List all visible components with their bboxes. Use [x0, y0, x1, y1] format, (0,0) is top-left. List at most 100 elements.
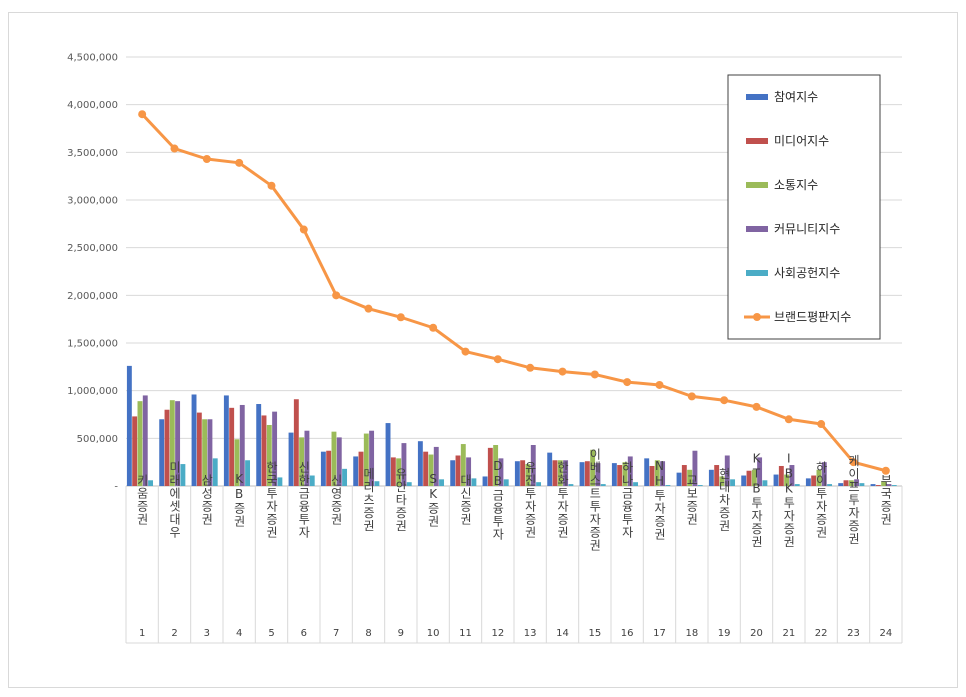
- rank-label: 17: [653, 628, 666, 639]
- category-label: 하나금융투자: [620, 461, 634, 539]
- bar: [692, 450, 698, 486]
- bar: [385, 423, 391, 486]
- bar: [309, 475, 315, 486]
- category-label: 메리츠증권: [362, 467, 376, 532]
- bar: [234, 439, 240, 486]
- legend-swatch-marker: [753, 313, 761, 321]
- y-tick-label: 2,000,000: [67, 291, 118, 302]
- rank-label: 16: [621, 628, 634, 639]
- category-label: 신영증권: [329, 474, 343, 526]
- bar: [304, 430, 310, 486]
- bar: [697, 485, 703, 486]
- bar: [773, 474, 779, 486]
- line-point: [332, 291, 341, 300]
- legend-swatch: [746, 138, 768, 144]
- category-label: NH투자증권: [653, 459, 667, 541]
- category-label: KB증권: [232, 472, 246, 528]
- bar: [794, 484, 800, 486]
- bar: [390, 457, 396, 486]
- bar: [223, 395, 229, 486]
- bar: [654, 460, 660, 486]
- bar: [433, 446, 439, 486]
- category-label: 유진투자증권: [523, 461, 537, 539]
- line-point: [267, 181, 276, 190]
- bar: [757, 457, 763, 486]
- rank-label: 13: [524, 628, 537, 639]
- legend-entry-label: 커뮤니티지수: [774, 222, 840, 236]
- rank-label: 8: [365, 628, 371, 639]
- bar: [891, 485, 897, 486]
- y-tick-label: 1,500,000: [67, 339, 118, 350]
- bar: [299, 437, 305, 486]
- bar: [811, 475, 817, 486]
- legend-swatch: [746, 182, 768, 188]
- bar: [320, 451, 326, 486]
- bar: [870, 484, 876, 486]
- bar: [886, 484, 892, 486]
- category-label: KTB투자증권: [750, 452, 764, 549]
- bar: [660, 461, 666, 486]
- bar: [272, 411, 278, 486]
- bar: [159, 419, 165, 486]
- bar: [568, 484, 574, 486]
- bar: [207, 419, 213, 486]
- bar: [164, 409, 170, 486]
- legend-swatch: [746, 94, 768, 100]
- line-point: [170, 144, 179, 153]
- bar: [633, 482, 639, 486]
- line-point: [138, 110, 147, 119]
- y-axis: - 500,000 1,000,000 1,500,000 2,000,000 2,500…: [67, 53, 118, 493]
- bar: [455, 455, 461, 486]
- line-point: [299, 225, 308, 234]
- line-point: [720, 396, 729, 405]
- rank-label: 19: [718, 628, 731, 639]
- category-label: SK증권: [426, 472, 440, 528]
- bar: [428, 454, 434, 486]
- line-point: [590, 370, 599, 379]
- bar: [762, 480, 768, 486]
- y-tick-label: 4,000,000: [67, 100, 118, 111]
- bar: [126, 365, 132, 486]
- bar: [751, 469, 757, 486]
- category-label: 신한금융투자: [297, 461, 311, 539]
- bar: [331, 431, 337, 486]
- bar: [724, 455, 730, 486]
- bar: [212, 458, 218, 486]
- rank-label: 11: [459, 628, 472, 639]
- legend-swatch: [746, 226, 768, 232]
- rank-label: 24: [879, 628, 892, 639]
- bar: [525, 464, 531, 486]
- bar: [536, 482, 542, 486]
- bar: [708, 469, 714, 486]
- rank-label: 1: [139, 628, 145, 639]
- series-line: [141, 113, 887, 473]
- bar: [256, 404, 262, 486]
- y-tick-label: 3,500,000: [67, 148, 118, 159]
- bar: [326, 450, 332, 486]
- bar: [342, 468, 348, 486]
- bar: [336, 437, 342, 486]
- rank-label: 5: [268, 628, 274, 639]
- bar: [530, 445, 536, 486]
- legend-entry-label: 참여지수: [774, 90, 818, 104]
- category-label: 교보증권: [685, 474, 699, 526]
- bar: [266, 424, 272, 486]
- bar: [579, 462, 585, 486]
- category-label: 현대차증권: [717, 467, 731, 532]
- bar: [169, 400, 175, 486]
- bar: [493, 445, 499, 486]
- bar: [487, 447, 493, 486]
- bar: [622, 462, 628, 486]
- bar: [229, 407, 235, 486]
- y-tick-label: 4,500,000: [67, 53, 118, 64]
- bar: [520, 460, 526, 486]
- bar: [557, 460, 563, 486]
- bar: [353, 456, 359, 486]
- gridlines: [126, 56, 902, 487]
- category-label: 부국증권: [879, 474, 893, 526]
- bar: [288, 432, 294, 486]
- bar: [816, 469, 822, 486]
- category-label: 케이프투자증권: [847, 454, 861, 545]
- bar: [450, 460, 456, 486]
